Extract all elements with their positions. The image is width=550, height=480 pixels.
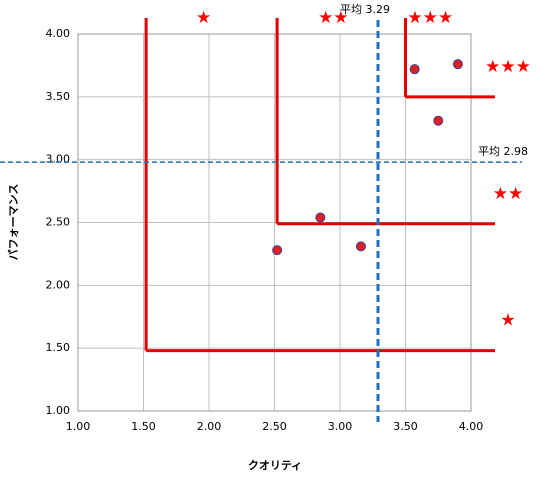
point: [452, 59, 463, 70]
x-tick-label: 3.00: [328, 420, 353, 433]
y-axis-label: パフォーマンス: [7, 184, 20, 261]
zone-top-label: ★★: [318, 8, 348, 28]
point: [315, 212, 326, 223]
y-tick-label: 1.00: [46, 404, 71, 417]
zone-right-label: ★★: [493, 184, 523, 204]
x-axis-label: クオリティ: [248, 459, 302, 472]
x-tick-label: 1.50: [131, 420, 156, 433]
x-tick-label: 1.00: [66, 420, 91, 433]
zone-right-label: ★★★: [485, 57, 531, 77]
zone-top-label: ★: [196, 8, 211, 28]
point: [355, 241, 366, 252]
zone-right-label: ★: [500, 311, 515, 331]
x-tick-label: 2.00: [197, 420, 222, 433]
y-tick-label: 3.00: [46, 153, 71, 166]
mean-y-label: 平均 2.98: [478, 145, 528, 158]
y-tick-label: 1.50: [46, 341, 71, 354]
y-tick-label: 2.00: [46, 278, 71, 291]
mean-x-label: 平均 3.29: [340, 3, 390, 16]
point: [433, 115, 444, 126]
y-tick-label: 3.50: [46, 90, 71, 103]
y-tick-label: 2.50: [46, 216, 71, 229]
point: [409, 64, 420, 75]
x-tick-label: 4.00: [459, 420, 484, 433]
x-tick-label: 2.50: [262, 420, 287, 433]
y-tick-label: 4.00: [46, 27, 71, 40]
x-tick-label: 3.50: [393, 420, 418, 433]
zone-top-label: ★★★: [407, 8, 453, 28]
point: [272, 245, 283, 256]
